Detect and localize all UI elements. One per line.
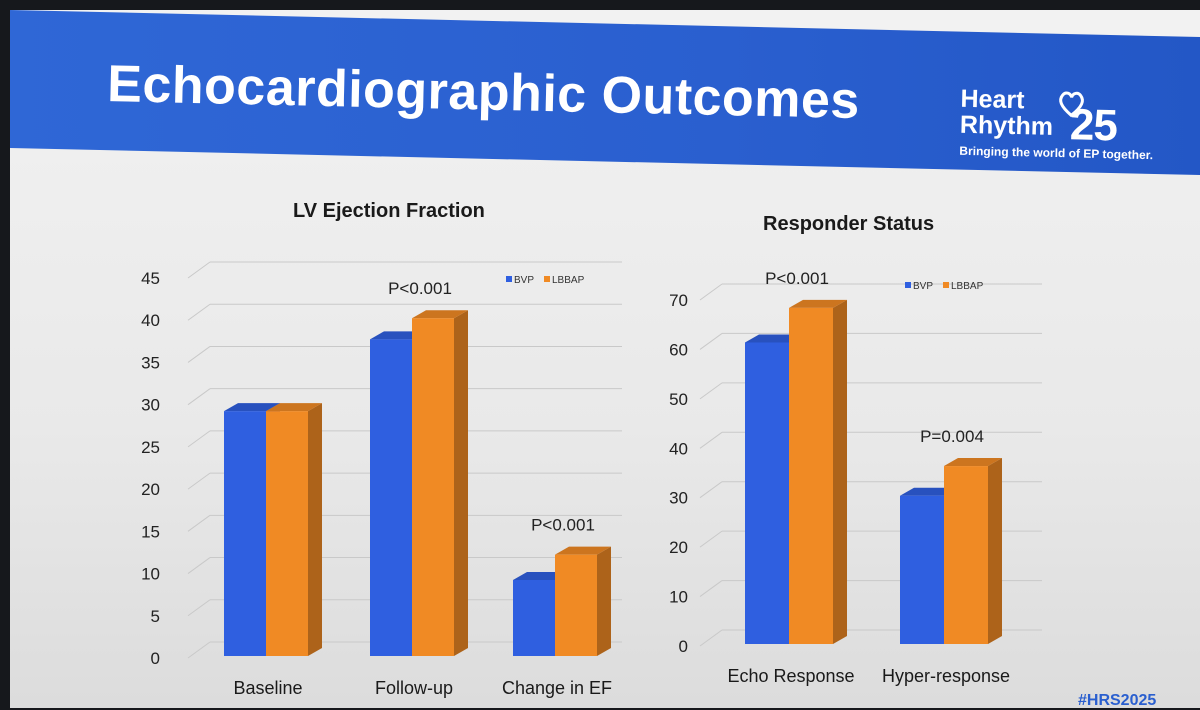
bvp-bar-1 [370,339,412,656]
gridline-diagonal [699,431,723,449]
gridline-diagonal [187,346,211,363]
lbbap-bar-2 [555,554,597,656]
lbbap-bar-side [597,546,611,656]
x-category-label: Follow-up [375,678,453,698]
y-tick-label: 35 [141,353,160,372]
gridline-diagonal [187,303,211,321]
lbbap-bar-side [308,403,322,656]
x-category-label: Echo Response [727,666,854,686]
gridline-diagonal [187,261,211,279]
lbbap-bar-1 [412,318,454,656]
gridline-diagonal [187,472,211,490]
x-category-label: Baseline [233,678,302,698]
y-tick-label: 40 [669,439,688,458]
gridline-diagonal [699,629,723,647]
legend-label-bvp: BVP [514,275,534,286]
y-tick-label: 10 [669,588,688,607]
y-tick-label: 0 [679,637,688,656]
lbbap-bar-side [833,299,847,644]
gridline-diagonal [187,430,211,448]
lbbap-bar-top [944,458,1002,467]
bvp-bar-0 [745,342,789,644]
y-tick-label: 5 [151,607,160,626]
y-tick-label: 15 [141,522,160,541]
lbbap-bar-0 [789,307,833,644]
heart-rhythm-logo: Heart Rhythm 25 Bringing the world of EP… [959,85,1154,162]
bvp-bar-top [224,403,280,412]
lbbap-bar-side [454,310,468,656]
lbbap-bar-side [988,458,1002,644]
heart-icon [1059,91,1084,118]
y-tick-label: 20 [669,538,688,557]
y-tick-label: 40 [141,311,160,330]
y-tick-label: 70 [669,291,688,310]
gridline-diagonal [187,599,211,617]
legend-swatch-bvp [905,282,911,288]
responder-status-chart: 0 10 20 30 40 50 60 70 P<0.001 Echo Response P=0.0… [669,269,1042,686]
p-value-annotation: P<0.001 [765,269,829,288]
y-tick-label: 0 [151,649,160,668]
p-value-annotation: P<0.001 [388,279,452,298]
slide: Echocardiographic Outcomes Heart Rhythm … [10,10,1200,708]
gridline-diagonal [187,388,211,406]
y-tick-label: 25 [141,438,160,457]
bvp-bar-0 [224,411,266,656]
bvp-bar-top [745,334,803,343]
lbbap-bar-0 [266,411,308,656]
chart-1-title: LV Ejection Fraction [293,200,485,222]
bvp-bar-top [900,487,958,496]
gridline-diagonal [699,283,723,301]
gridline-diagonal [699,333,723,350]
gridline-diagonal [699,580,723,597]
lbbap-bar-top [412,310,468,319]
p-value-annotation: P<0.001 [531,516,595,535]
legend-label-bvp: BVP [913,281,933,292]
y-tick-label: 20 [141,480,160,499]
gridline-diagonal [699,481,723,499]
lbbap-bar-1 [944,466,988,644]
gridline-diagonal [187,557,211,574]
legend-label-lbbap: LBBAP [552,275,585,286]
gridline-diagonal [699,382,723,400]
y-tick-label: 30 [669,489,688,508]
hashtag: #HRS2025 [1078,692,1157,709]
y-tick-label: 60 [669,340,688,359]
bvp-bar-1 [900,495,944,644]
y-tick-label: 30 [141,396,160,415]
chart-2-title: Responder Status [763,213,935,235]
lbbap-bar-top [555,546,611,555]
gridline-diagonal [699,530,723,548]
lbbap-bar-top [266,403,322,412]
gridline-diagonal [187,641,211,659]
x-category-label: Change in EF [502,678,612,698]
legend-swatch-bvp [506,276,512,282]
y-tick-label: 10 [141,565,160,584]
p-value-annotation: P=0.004 [920,427,984,446]
bvp-bar-2 [513,580,555,656]
lbbap-bar-top [789,299,847,308]
gridline-diagonal [187,514,211,532]
x-category-label: Hyper-response [882,666,1010,686]
y-tick-label: 50 [669,390,688,409]
legend-label-lbbap: LBBAP [951,281,984,292]
lv-ejection-fraction-chart: 0 5 10 15 20 25 30 35 40 45 Baseline P<0.001 Follow-… [141,261,622,698]
legend-swatch-lbbap [544,276,550,282]
legend-swatch-lbbap [943,282,949,288]
y-tick-label: 45 [141,269,160,288]
